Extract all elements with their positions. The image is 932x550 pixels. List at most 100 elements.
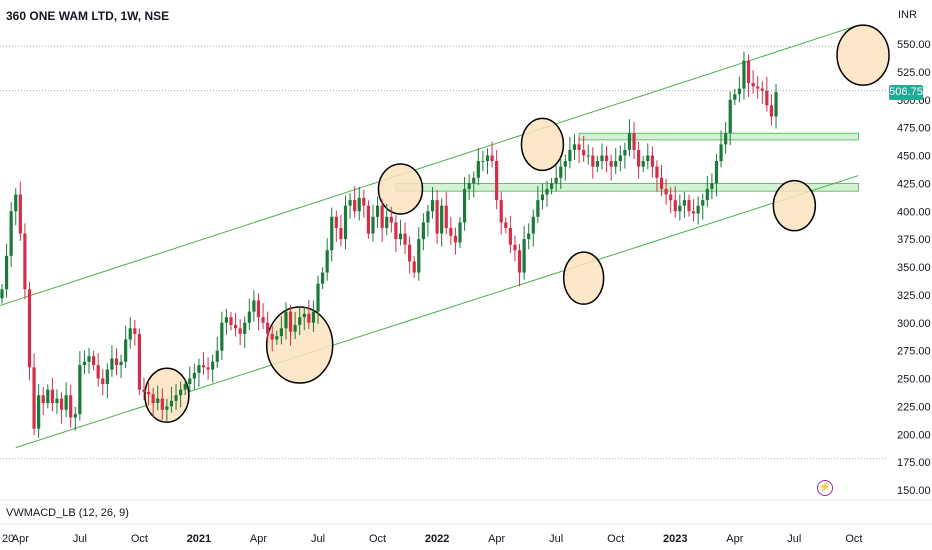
candle-body bbox=[133, 328, 137, 334]
candle-body bbox=[495, 161, 499, 201]
candle-body bbox=[385, 216, 389, 228]
candle-body bbox=[224, 317, 229, 323]
x-tick-label: Oct bbox=[369, 533, 386, 545]
candle-body bbox=[14, 194, 18, 212]
candle-body bbox=[641, 161, 645, 167]
candle-body bbox=[174, 395, 178, 401]
x-tick-label: Jul bbox=[73, 533, 87, 545]
x-tick-label: Jul bbox=[787, 533, 801, 545]
candle-body bbox=[659, 177, 664, 189]
candle-body bbox=[618, 155, 622, 162]
candle-body bbox=[604, 155, 609, 162]
candle-body bbox=[261, 317, 265, 323]
candle-body bbox=[421, 222, 425, 240]
candle-body bbox=[627, 133, 632, 150]
candle-body bbox=[678, 205, 682, 212]
candle-body bbox=[206, 367, 210, 370]
candle-body bbox=[348, 200, 352, 206]
candle-body bbox=[169, 400, 174, 407]
candle-body bbox=[165, 406, 169, 410]
indicator-label[interactable]: VWMACD_LB (12, 26, 9) bbox=[6, 507, 129, 519]
candle-body bbox=[366, 205, 370, 234]
y-tick-label: 375.00 bbox=[897, 234, 931, 246]
candle-body bbox=[527, 233, 531, 240]
candle-body bbox=[188, 378, 192, 385]
candle-body bbox=[595, 161, 599, 167]
candle-body bbox=[156, 398, 160, 404]
x-tick-label: Apr bbox=[250, 533, 267, 545]
candle-body bbox=[426, 211, 430, 223]
candle-body bbox=[321, 272, 325, 284]
last-price-badge: 506.75 bbox=[889, 85, 923, 100]
candle-body bbox=[270, 333, 274, 340]
candle-body bbox=[467, 183, 471, 189]
x-tick-label: Jul bbox=[549, 533, 563, 545]
candle-body bbox=[32, 367, 36, 429]
candle-body bbox=[682, 200, 687, 206]
candle-body bbox=[472, 177, 476, 184]
candle-body bbox=[192, 372, 196, 379]
candle-body bbox=[146, 391, 151, 395]
candle-body bbox=[41, 395, 45, 404]
candle-body bbox=[705, 188, 709, 201]
candle-body bbox=[325, 250, 329, 273]
candle-body bbox=[435, 200, 439, 234]
lightning-icon[interactable]: ⚡ bbox=[817, 480, 833, 496]
channel-upper-line bbox=[0, 24, 859, 307]
candle-body bbox=[339, 227, 343, 240]
candle-body bbox=[719, 144, 723, 162]
candle-body bbox=[293, 324, 297, 332]
x-tick-label: 2022 bbox=[425, 533, 449, 545]
candle-body bbox=[343, 205, 348, 240]
candle-body bbox=[760, 88, 764, 91]
candle-body bbox=[673, 200, 677, 212]
y-tick-label: 250.00 bbox=[897, 374, 931, 386]
candle-body bbox=[233, 324, 238, 329]
candle-body bbox=[664, 188, 668, 195]
candle-body bbox=[183, 384, 187, 390]
candle-body bbox=[550, 183, 554, 189]
candle-body bbox=[137, 333, 141, 390]
y-tick-label: 175.00 bbox=[897, 457, 931, 469]
candle-body bbox=[330, 216, 334, 251]
candle-body bbox=[375, 205, 380, 217]
candle-body bbox=[403, 233, 407, 245]
candle-body bbox=[742, 60, 746, 89]
candle-body bbox=[577, 144, 581, 150]
candle-body bbox=[211, 361, 215, 370]
highlight-circle-3 bbox=[520, 117, 565, 172]
candle-body bbox=[110, 358, 114, 370]
candle-body bbox=[275, 336, 279, 340]
candle-body bbox=[646, 155, 650, 162]
currency-label: INR bbox=[898, 9, 917, 21]
y-tick-label: 300.00 bbox=[897, 318, 931, 330]
candle-body bbox=[490, 155, 494, 162]
candle-body bbox=[508, 227, 512, 245]
y-tick-label: 425.00 bbox=[897, 178, 931, 190]
candle-body bbox=[637, 149, 641, 167]
highlight-circle-6 bbox=[836, 24, 890, 86]
symbol-title[interactable]: 360 ONE WAM LTD, 1W, NSE bbox=[6, 9, 170, 23]
y-tick-label: 225.00 bbox=[897, 401, 931, 413]
x-tick-label: Oct bbox=[131, 533, 148, 545]
candle-body bbox=[412, 261, 416, 273]
candle-body bbox=[751, 83, 755, 87]
candle-body bbox=[499, 200, 503, 223]
support-zone-0 bbox=[578, 132, 859, 141]
candle-body bbox=[160, 398, 164, 410]
x-tick-label: 2023 bbox=[663, 533, 687, 545]
y-tick-label: 275.00 bbox=[897, 346, 931, 358]
candle-body bbox=[362, 197, 366, 206]
y-tick-label: 150.00 bbox=[897, 485, 931, 497]
candle-body bbox=[728, 99, 732, 134]
candle-body bbox=[252, 300, 256, 312]
candle-body bbox=[288, 311, 293, 332]
candle-body bbox=[124, 339, 128, 362]
candle-body bbox=[600, 155, 604, 162]
candle-body bbox=[64, 395, 68, 410]
x-tick-label: Oct bbox=[607, 533, 624, 545]
candle-body bbox=[357, 197, 361, 212]
candle-body bbox=[50, 389, 54, 404]
candle-body bbox=[568, 149, 572, 162]
